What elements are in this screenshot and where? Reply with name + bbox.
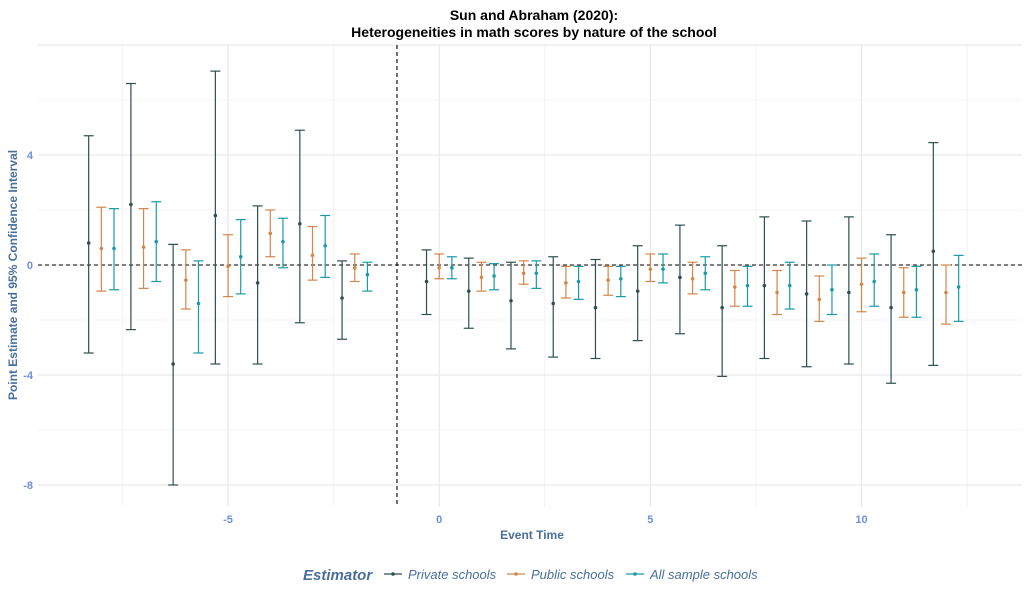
x-tick-label: -5	[223, 514, 233, 526]
legend-label: All sample schools	[649, 567, 758, 582]
point-estimate	[492, 274, 496, 278]
legend-key-point	[514, 572, 518, 576]
point-estimate	[323, 243, 327, 248]
point-estimate	[437, 265, 442, 270]
chart-subtitle: Heterogeneities in math scores by nature…	[351, 24, 717, 40]
series-layer	[83, 70, 964, 486]
series-all-sample-schools	[109, 201, 964, 354]
legend-item: All sample schools	[626, 567, 758, 582]
point-estimate	[703, 271, 708, 276]
point-estimate	[720, 305, 724, 310]
x-axis-title: Event Time	[500, 528, 564, 542]
point-estimate	[564, 281, 568, 285]
point-estimate	[255, 281, 260, 285]
point-estimate	[466, 289, 471, 293]
point-estimate	[690, 276, 695, 281]
point-estimate	[196, 301, 201, 306]
point-estimate	[226, 264, 230, 269]
point-estimate	[804, 292, 809, 296]
point-estimate	[745, 283, 750, 288]
point-estimate	[889, 305, 893, 310]
legend-key-point	[633, 572, 637, 576]
x-tick-label: 10	[855, 514, 867, 526]
chart-title: Sun and Abraham (2020):	[450, 7, 618, 23]
y-axis-title: Point Estimate and 95% Confidence Interv…	[6, 150, 20, 400]
point-estimate	[281, 239, 285, 244]
y-tick-label: 4	[27, 150, 34, 162]
point-estimate	[365, 272, 370, 277]
point-estimate	[238, 254, 243, 259]
point-estimate	[775, 290, 779, 295]
point-estimate	[661, 267, 665, 271]
point-estimate	[956, 285, 961, 289]
y-tick-label: 0	[27, 260, 33, 272]
point-estimate	[86, 241, 91, 245]
point-estimate	[648, 267, 653, 271]
legend-items: Private schools Public schools All sample …	[384, 567, 758, 582]
point-estimate	[141, 245, 146, 249]
legend-label: Private schools	[408, 567, 497, 582]
point-estimate	[129, 202, 133, 207]
point-estimate	[509, 298, 513, 303]
point-estimate	[733, 285, 737, 289]
point-estimate	[830, 287, 834, 292]
point-estimate	[310, 253, 315, 258]
point-estimate	[872, 279, 876, 284]
legend-item: Public schools	[507, 567, 615, 582]
point-estimate	[521, 271, 526, 276]
x-tick-label: 5	[647, 514, 653, 526]
point-estimate	[817, 297, 822, 302]
point-estimate	[534, 271, 539, 276]
point-estimate	[154, 239, 159, 244]
point-estimate	[268, 231, 273, 236]
legend-item: Private schools	[384, 567, 497, 582]
y-tick-label: -8	[23, 480, 33, 492]
point-estimate	[112, 246, 116, 251]
point-estimate	[184, 278, 188, 282]
point-estimate	[352, 265, 357, 270]
series-private-schools	[83, 70, 939, 486]
y-tick-label: -4	[23, 370, 34, 382]
point-estimate	[606, 278, 610, 282]
point-estimate	[859, 282, 864, 287]
point-estimate	[931, 249, 936, 254]
point-estimate	[944, 290, 948, 295]
x-tick-label: 0	[436, 514, 442, 526]
reference-lines	[38, 45, 1022, 507]
series-public-schools	[96, 206, 951, 325]
point-estimate	[213, 213, 218, 218]
point-estimate	[99, 246, 104, 251]
point-estimate	[787, 283, 792, 288]
point-estimate	[593, 305, 598, 310]
legend: Estimator Private schools Public schools A…	[303, 567, 758, 584]
point-estimate	[576, 279, 581, 284]
point-estimate	[450, 265, 454, 270]
point-estimate	[298, 221, 302, 226]
point-estimate	[678, 275, 682, 280]
point-estimate	[171, 362, 175, 366]
point-estimate	[340, 296, 344, 300]
point-estimate	[635, 289, 640, 293]
tick-labels: -5 0 5 10 4 0 -4 -8	[23, 150, 867, 526]
point-estimate	[551, 301, 556, 306]
point-estimate	[901, 290, 906, 295]
legend-label: Public schools	[531, 567, 615, 582]
point-estimate	[914, 287, 919, 292]
point-estimate	[847, 290, 851, 295]
point-estimate	[762, 283, 767, 288]
point-estimate	[618, 276, 623, 281]
point-estimate	[479, 275, 484, 280]
legend-key-point	[391, 572, 395, 576]
point-estimate	[424, 279, 429, 284]
legend-title: Estimator	[303, 567, 373, 584]
